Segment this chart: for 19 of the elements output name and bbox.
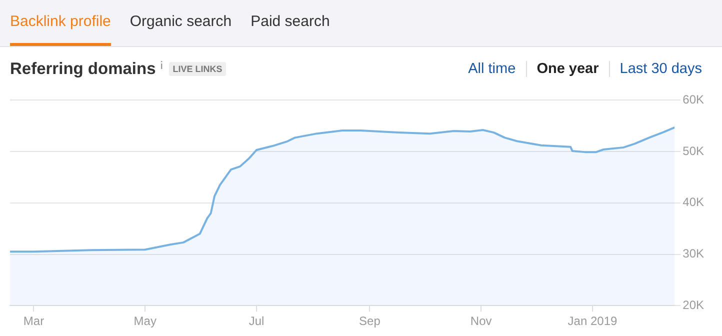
text: Backlink profile xyxy=(10,0,111,46)
x-tick-label: May xyxy=(134,314,156,328)
text: Paid search xyxy=(250,12,330,32)
x-tick-label: Mar xyxy=(23,314,44,328)
x-tick-label: Jul xyxy=(248,314,264,328)
y-tick-label: 60K xyxy=(682,92,704,107)
text: One year xyxy=(526,61,609,77)
text: LIVE LINKS xyxy=(168,62,226,76)
chart-title: Referring domains xyxy=(10,60,156,78)
x-tick-label: Nov xyxy=(470,314,492,328)
x-tick-label: Sep xyxy=(359,314,381,328)
text: Last 30 days xyxy=(608,61,712,77)
y-tick-label: 50K xyxy=(682,144,704,158)
y-tick-label: 40K xyxy=(682,195,704,210)
x-tick-label: Jan 2019 xyxy=(568,314,618,328)
y-tick-label: 20K xyxy=(682,298,704,312)
text: All time xyxy=(467,61,517,77)
y-tick-label: 30K xyxy=(682,246,704,261)
text: Organic search xyxy=(130,12,232,32)
